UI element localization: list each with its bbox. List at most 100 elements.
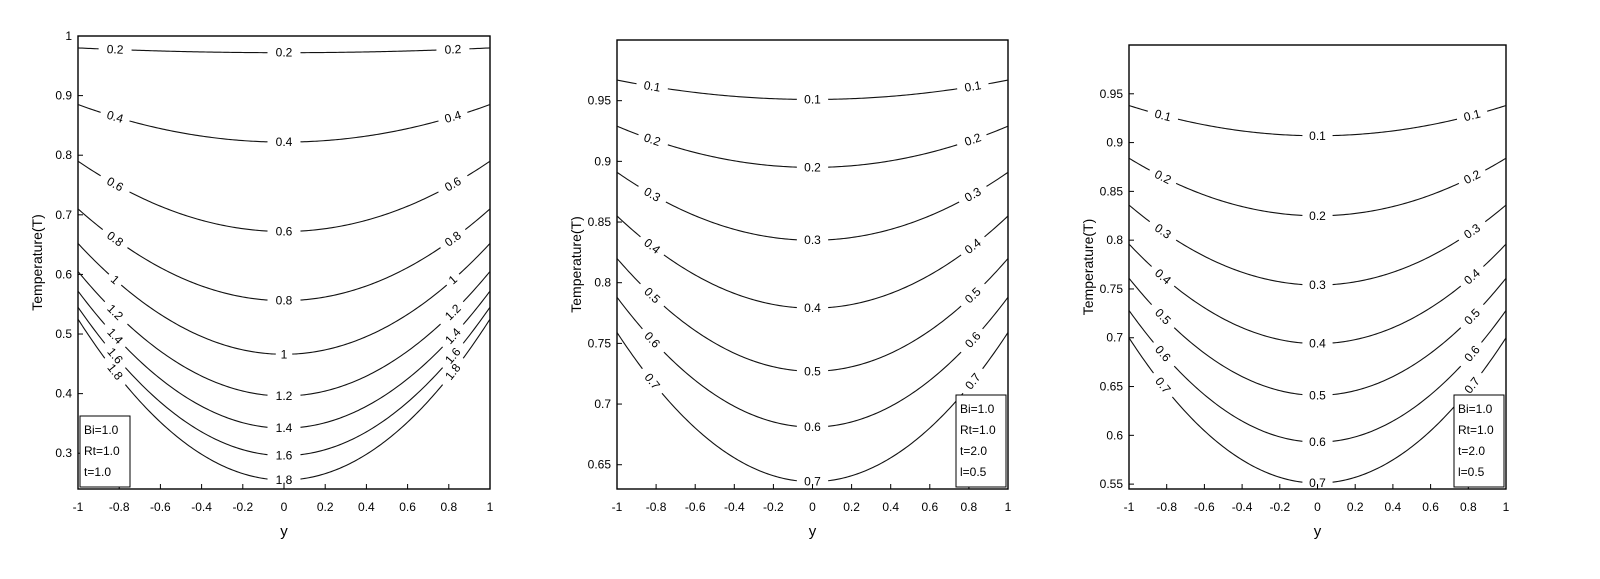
contour-label: 0.5 bbox=[1152, 306, 1174, 328]
contour-label: 1.2 bbox=[442, 301, 464, 323]
contour-label: 0.4 bbox=[804, 301, 821, 315]
contour-label: 0.2 bbox=[804, 160, 821, 174]
contour-label: 0.7 bbox=[962, 370, 984, 392]
contour-label: 0.2 bbox=[1309, 209, 1326, 223]
legend-entry: t=2.0 bbox=[1458, 444, 1485, 458]
contour-line bbox=[78, 208, 490, 301]
x-tick-label: -0.8 bbox=[1156, 500, 1177, 514]
legend-entry: Bi=1.0 bbox=[1458, 402, 1493, 416]
y-tick-label: 0.8 bbox=[55, 148, 72, 162]
x-tick-label: -0.4 bbox=[724, 500, 745, 514]
contour-line bbox=[1129, 337, 1506, 483]
contour-label: 0.1 bbox=[804, 92, 821, 106]
y-tick-label: 0.6 bbox=[55, 267, 72, 281]
x-tick-label: -0.8 bbox=[109, 500, 130, 514]
contour-line bbox=[1129, 204, 1506, 286]
contour-label: 0.6 bbox=[1152, 343, 1174, 365]
contour-panel-1: -1 -0.8 -0.6 -0.4 -0.2 0 0.2 0.4 0.6 0.8 1 0.3 0.4 0.… bbox=[29, 29, 494, 540]
contour-line bbox=[617, 79, 1008, 100]
contour-label: 0.6 bbox=[804, 420, 821, 434]
contour-label: 0.2 bbox=[276, 46, 293, 60]
contour-line bbox=[617, 125, 1008, 168]
x-tick-label: 0.4 bbox=[1385, 500, 1402, 514]
x-tick-label: 0.2 bbox=[843, 500, 860, 514]
y-tick-label: 0.65 bbox=[588, 458, 612, 472]
contour-label: 0.2 bbox=[1461, 167, 1482, 187]
y-tick-label: 0.7 bbox=[594, 397, 611, 411]
contour-label: 0.4 bbox=[641, 236, 663, 257]
contour-label: 0.3 bbox=[1309, 278, 1326, 292]
x-axis-label: y bbox=[1314, 523, 1322, 540]
contour-line bbox=[78, 47, 490, 54]
contour-label: 0.4 bbox=[1152, 266, 1174, 288]
contour-line bbox=[617, 258, 1008, 372]
contour-line bbox=[1129, 277, 1506, 396]
legend-entry: t=1.0 bbox=[84, 465, 111, 479]
x-tick-label: 1 bbox=[1005, 500, 1012, 514]
contour-label: 0.4 bbox=[443, 108, 463, 126]
contour-label: 0.2 bbox=[1152, 167, 1173, 187]
contour-label: 0.6 bbox=[276, 225, 293, 239]
contour-label: 0.6 bbox=[962, 329, 984, 351]
contour-label: 0.7 bbox=[804, 475, 821, 489]
x-tick-label: -1 bbox=[1124, 500, 1135, 514]
contour-label: 1.6 bbox=[276, 449, 293, 463]
contour-label: 0.3 bbox=[962, 184, 984, 205]
contour-lines bbox=[617, 79, 1008, 482]
x-tick-label: 0.6 bbox=[921, 500, 938, 514]
x-tick-label: -0.2 bbox=[232, 500, 253, 514]
contour-line bbox=[78, 290, 490, 428]
x-tick-label: 0.8 bbox=[1460, 500, 1477, 514]
legend-entry: Bi=1.0 bbox=[960, 402, 995, 416]
y-tick-label: 0.9 bbox=[55, 89, 72, 103]
x-tick-label: 0 bbox=[1314, 500, 1321, 514]
x-tick-label: 0 bbox=[809, 500, 816, 514]
contour-label: 0.4 bbox=[1309, 337, 1326, 351]
contour-panel-3: -1 -0.8 -0.6 -0.4 -0.2 0 0.2 0.4 0.6 0.8 1 0.55 0.6 0… bbox=[1080, 44, 1510, 540]
x-tick-label: 0.2 bbox=[317, 500, 334, 514]
y-tick-label: 0.9 bbox=[594, 154, 611, 168]
contour-label: 0.2 bbox=[444, 42, 462, 57]
legend-box bbox=[1453, 394, 1505, 488]
x-tick-label: 0.6 bbox=[1422, 500, 1439, 514]
contour-label: 0.5 bbox=[1461, 305, 1483, 327]
legend-entry: Rt=1.0 bbox=[84, 444, 120, 458]
x-tick-label: -0.4 bbox=[1232, 500, 1253, 514]
contour-line bbox=[78, 318, 490, 480]
x-tick-label: 1 bbox=[1503, 500, 1510, 514]
contour-line bbox=[78, 243, 490, 355]
contour-label: 0.4 bbox=[962, 235, 984, 256]
contour-label: 0.3 bbox=[804, 233, 821, 247]
contour-label: 0.1 bbox=[963, 78, 982, 95]
contour-line bbox=[1129, 104, 1506, 137]
y-tick-label: 0.8 bbox=[594, 276, 611, 290]
contour-line bbox=[78, 104, 490, 143]
legend-entry: t=2.0 bbox=[960, 444, 987, 458]
contour-label: 0.1 bbox=[1462, 106, 1482, 124]
contour-label: 1.4 bbox=[276, 421, 293, 435]
y-axis-label: Temperature(T) bbox=[29, 214, 45, 310]
y-tick-label: 0.75 bbox=[588, 336, 612, 350]
y-tick-label: 0.3 bbox=[55, 446, 72, 460]
contour-label: 0.8 bbox=[442, 228, 464, 249]
y-tick-label: 0.8 bbox=[1106, 233, 1123, 247]
contour-label: 0.6 bbox=[641, 329, 663, 351]
contour-label: 0.3 bbox=[641, 184, 663, 205]
y-tick-label: 0.55 bbox=[1100, 477, 1124, 491]
contour-label: 0.5 bbox=[641, 285, 663, 307]
contour-lines bbox=[1129, 104, 1506, 483]
contour-label: 0.6 bbox=[1461, 342, 1483, 364]
x-tick-label: 0 bbox=[281, 500, 288, 514]
contour-label: 0.4 bbox=[1461, 266, 1483, 288]
x-tick-label: 0.8 bbox=[440, 500, 457, 514]
y-tick-label: 0.85 bbox=[1100, 184, 1124, 198]
y-tick-label: 0.95 bbox=[1100, 87, 1124, 101]
y-tick-label: 0.7 bbox=[1106, 331, 1123, 345]
x-tick-label: -0.6 bbox=[150, 500, 171, 514]
contour-line bbox=[1129, 243, 1506, 344]
contour-label: 1.8 bbox=[104, 361, 126, 383]
x-tick-label: 0.2 bbox=[1347, 500, 1364, 514]
x-tick-label: 0.4 bbox=[882, 500, 899, 514]
contour-line bbox=[617, 332, 1008, 482]
x-tick-label: -0.4 bbox=[191, 500, 212, 514]
